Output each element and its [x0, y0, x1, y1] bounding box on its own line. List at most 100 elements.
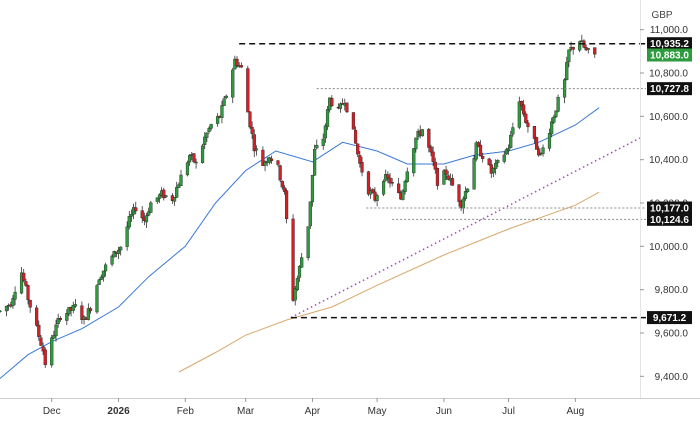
candle-body-up: [308, 201, 312, 227]
candle: [140, 206, 144, 223]
candle-body-down: [235, 58, 239, 67]
candle: [24, 278, 28, 287]
candle: [390, 178, 394, 187]
y-tick-label: 10,800.0: [649, 69, 688, 80]
candle-body-up: [509, 134, 513, 148]
candle: [463, 186, 468, 201]
candle: [37, 320, 41, 341]
candle-body-down: [358, 155, 362, 164]
candle: [4, 305, 9, 317]
candle: [116, 246, 121, 260]
candle-body-down: [481, 156, 485, 159]
candle-body-down: [356, 143, 360, 155]
candle: [73, 299, 78, 308]
candle: [157, 193, 162, 203]
candle: [164, 194, 168, 198]
candle: [172, 196, 177, 206]
candle: [192, 153, 196, 164]
candle: [52, 330, 56, 340]
candle: [50, 334, 54, 368]
price-badge: 10,935.2: [647, 37, 692, 51]
candle: [578, 40, 582, 53]
candle: [276, 160, 280, 167]
candle-body-up: [300, 257, 304, 268]
candle-body-down: [571, 46, 575, 50]
candle: [403, 179, 407, 195]
candle: [537, 145, 541, 157]
candle-body-up: [200, 145, 205, 163]
candle: [547, 128, 552, 152]
candle-body-up: [461, 198, 465, 209]
candle: [358, 151, 362, 168]
candle: [556, 94, 560, 113]
candle-body-up: [325, 109, 330, 127]
y-tick-label: 9,400.0: [655, 372, 689, 383]
candle: [144, 212, 149, 228]
candle: [431, 146, 435, 167]
candle: [112, 250, 116, 258]
y-tick-label: 9,800.0: [655, 285, 689, 296]
candle-body-up: [95, 285, 99, 313]
axes: 11,000.010,800.010,600.010,400.010,200.0…: [0, 0, 700, 417]
candle-body-down: [397, 183, 401, 193]
y-tick-label: 10,400.0: [649, 155, 688, 166]
candle-body-down: [330, 97, 334, 106]
candle: [54, 319, 58, 342]
candle: [278, 164, 282, 183]
candle-body-down: [134, 207, 138, 212]
candle-body-up: [412, 148, 416, 174]
candle-body-up: [129, 214, 134, 217]
candle-body-up: [220, 105, 224, 118]
candle-body-up: [504, 149, 508, 155]
candle: [593, 47, 597, 58]
candle: [297, 265, 302, 282]
candle: [239, 62, 243, 68]
candle-body-down: [532, 126, 537, 139]
candle-body-down: [388, 177, 392, 184]
candle-body-down: [278, 165, 282, 181]
candle-body-up: [177, 184, 181, 188]
candle: [155, 197, 159, 204]
candle-body-down: [284, 190, 289, 220]
candle-body-down: [282, 187, 287, 192]
candle: [517, 96, 521, 130]
candle: [487, 157, 491, 166]
price-badge: 10,727.8: [647, 82, 692, 96]
candle-body-up: [297, 266, 302, 278]
candle-body-up: [466, 188, 470, 193]
candle: [11, 295, 15, 309]
candle: [466, 188, 470, 193]
candle: [246, 65, 250, 113]
candle: [194, 158, 198, 169]
candles: [0, 34, 597, 368]
candle-body-up: [110, 255, 114, 265]
candle: [254, 145, 259, 156]
candle: [306, 226, 310, 261]
candle-body-up: [86, 308, 90, 320]
candle: [386, 171, 390, 184]
price-badge-label: 9,671.2: [653, 313, 687, 324]
candle: [565, 56, 569, 81]
candle: [308, 201, 312, 229]
candle-body-up: [179, 174, 183, 186]
candle: [502, 151, 506, 164]
candle-body-down: [593, 47, 597, 55]
candle-body-up: [511, 127, 515, 135]
candle-body-up: [586, 48, 590, 50]
candle: [472, 154, 476, 190]
candle: [338, 102, 343, 113]
candle: [506, 144, 511, 155]
candle: [127, 210, 131, 230]
candle-body-up: [157, 194, 162, 199]
candle-body-up: [54, 324, 58, 337]
candle-body-down: [35, 307, 39, 326]
candle-body-down: [427, 128, 431, 148]
candle: [552, 114, 556, 124]
candle-body-down: [28, 299, 32, 308]
candle: [435, 167, 440, 190]
candle: [360, 156, 364, 177]
price-badge-bg: [647, 48, 692, 62]
candle: [586, 47, 590, 54]
candle: [554, 110, 558, 119]
candle: [235, 56, 239, 68]
